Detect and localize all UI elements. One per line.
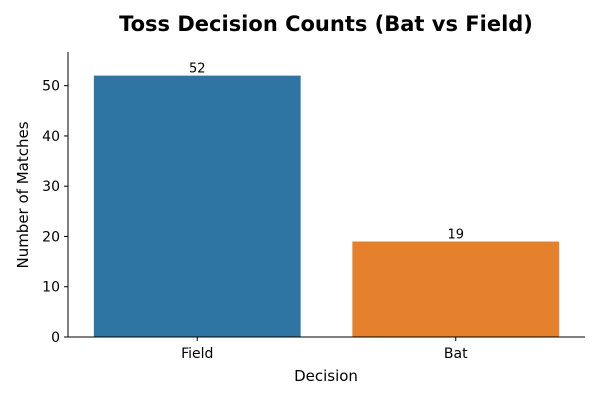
x-tick-label-field: Field [181, 346, 213, 362]
y-tick-label: 0 [51, 330, 60, 346]
y-axis-ticks: 0 10 20 30 40 50 [42, 79, 68, 346]
y-tick-label: 30 [42, 179, 60, 195]
x-axis-label: Decision [294, 367, 358, 385]
bar-bat [352, 241, 560, 337]
y-tick-label: 10 [42, 280, 60, 296]
data-label-bat: 19 [447, 227, 464, 242]
chart-title: Toss Decision Counts (Bat vs Field) [119, 12, 533, 36]
y-tick-label: 20 [42, 229, 60, 245]
y-axis-label: Number of Matches [14, 121, 32, 268]
data-label-field: 52 [189, 62, 206, 77]
y-tick-label: 50 [42, 79, 60, 95]
data-labels-group: 52 19 [189, 62, 464, 243]
x-tick-label-bat: Bat [444, 346, 468, 362]
bars-group [93, 75, 560, 338]
y-tick-label: 40 [42, 129, 60, 145]
x-axis-ticks: Field Bat [181, 337, 468, 362]
bar-field [93, 75, 301, 338]
